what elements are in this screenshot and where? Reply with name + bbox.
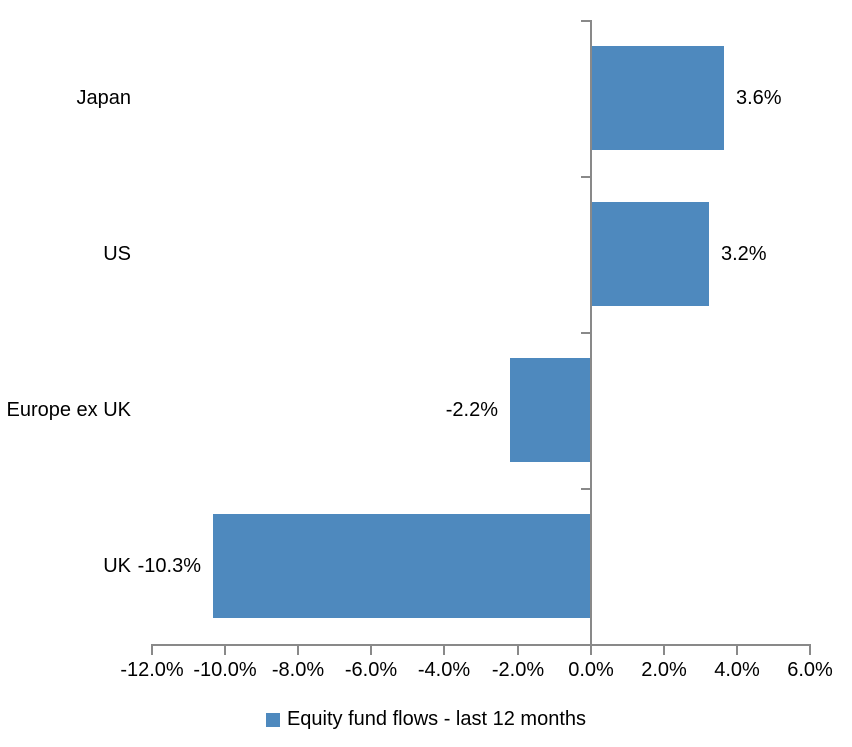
category-boundary-tick (581, 332, 590, 334)
category-label: US (103, 243, 131, 265)
x-axis-tick (151, 646, 153, 655)
x-tick-label: 6.0% (787, 659, 833, 681)
x-tick-label: -2.0% (491, 659, 545, 681)
x-tick-label: 2.0% (641, 659, 687, 681)
x-axis-tick (370, 646, 372, 655)
x-axis-line (151, 644, 811, 646)
x-axis-tick (443, 646, 445, 655)
value-label: 3.2% (721, 243, 767, 265)
x-tick-label: -10.0% (193, 659, 257, 681)
x-tick-label: -8.0% (271, 659, 325, 681)
legend-label: Equity fund flows - last 12 months (286, 708, 587, 730)
x-tick-label: 4.0% (714, 659, 760, 681)
value-label: 3.6% (736, 87, 782, 109)
category-label: UK (103, 555, 131, 577)
bar-japan (592, 46, 724, 150)
bar-us (592, 202, 709, 306)
category-boundary-tick (581, 488, 590, 490)
x-tick-label: -6.0% (344, 659, 398, 681)
category-boundary-tick (581, 20, 590, 22)
x-axis-tick (517, 646, 519, 655)
value-label: -2.2% (445, 399, 498, 421)
x-tick-label: -12.0% (120, 659, 184, 681)
x-tick-label: 0.0% (568, 659, 614, 681)
value-label: -10.3% (137, 555, 201, 577)
legend: Equity fund flows - last 12 months (0, 708, 852, 731)
legend-marker-icon (265, 712, 280, 727)
x-axis-tick (736, 646, 738, 655)
category-label: Europe ex UK (6, 399, 131, 421)
x-axis-tick (663, 646, 665, 655)
bar-uk (213, 514, 590, 618)
x-axis-tick (590, 646, 592, 655)
zero-axis-line (590, 20, 592, 655)
category-label: Japan (76, 87, 132, 109)
x-axis-tick (809, 646, 811, 655)
category-boundary-tick (581, 176, 590, 178)
x-tick-label: -4.0% (417, 659, 471, 681)
bar-europe-ex-uk (510, 358, 590, 462)
x-axis-tick (224, 646, 226, 655)
x-axis-tick (297, 646, 299, 655)
